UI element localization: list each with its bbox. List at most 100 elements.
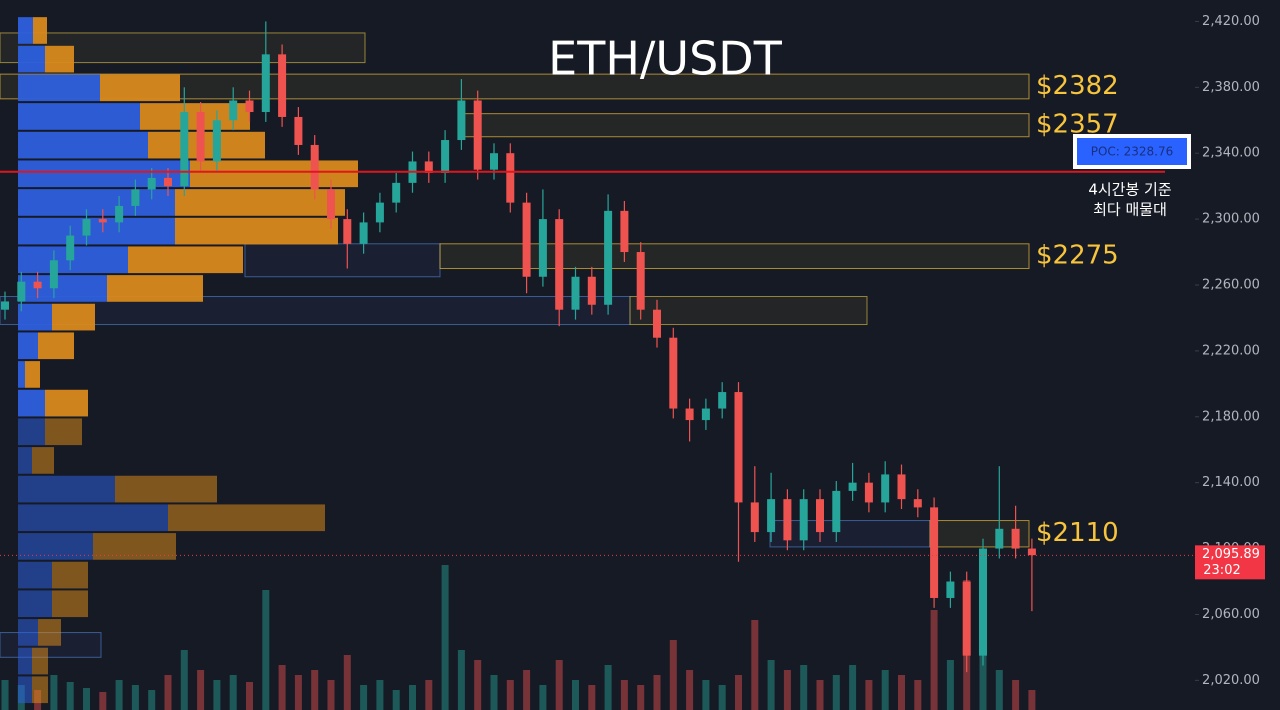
profile-sell	[52, 590, 88, 618]
volume-bar	[751, 620, 759, 710]
candle-body	[506, 153, 515, 203]
candle-body	[636, 252, 645, 310]
poc-box	[1077, 138, 1187, 165]
candle-body	[327, 189, 335, 220]
profile-buy	[18, 447, 32, 474]
profile-sell	[52, 561, 88, 589]
profile-sell	[148, 131, 265, 159]
candle-body	[979, 548, 987, 656]
volume-bar	[881, 670, 889, 710]
candle-body	[1027, 548, 1036, 556]
profile-buy	[18, 217, 175, 245]
volume-bar	[995, 670, 1003, 710]
candle-body	[864, 482, 873, 503]
annotation: 4시간봉 기준	[1088, 181, 1172, 199]
y-tick-label: 2,420.00	[1202, 14, 1260, 29]
volume-bar	[180, 650, 188, 710]
profile-sell	[93, 533, 176, 560]
volume-bar	[767, 660, 775, 710]
volume-bar	[392, 690, 400, 710]
candle-body	[669, 337, 678, 409]
candle-body	[473, 100, 482, 170]
candle-body	[832, 490, 841, 533]
volume-bar	[620, 680, 628, 710]
zone-label: $2110	[1036, 518, 1119, 548]
profile-buy	[18, 590, 52, 618]
volume-bar	[115, 680, 123, 710]
candle-body	[881, 474, 890, 503]
candle-body	[962, 581, 971, 656]
candle-body	[180, 112, 189, 187]
candle-body	[848, 482, 857, 491]
profile-sell	[38, 332, 74, 360]
profile-sell	[45, 418, 82, 446]
candle-body	[245, 100, 254, 113]
volume-bar	[99, 692, 107, 710]
candle-body	[229, 100, 238, 121]
volume-bar	[457, 650, 465, 710]
candle-body	[375, 202, 384, 223]
candle-body	[913, 499, 922, 508]
volume-bar	[653, 675, 661, 710]
candle-body	[392, 182, 401, 203]
volume-bar	[735, 675, 742, 710]
candle-body	[278, 54, 287, 117]
annotation: 최다 매물대	[1093, 201, 1167, 219]
volume-bar	[131, 685, 139, 710]
volume-bar	[441, 565, 449, 710]
profile-buy	[18, 303, 52, 331]
profile-buy	[18, 275, 107, 302]
y-tick-label: 2,180.00	[1202, 409, 1260, 424]
volume-bar	[197, 670, 205, 710]
range-box	[244, 243, 441, 278]
volume-bar	[506, 680, 514, 710]
volume-bar	[490, 675, 498, 710]
volume-bar	[66, 682, 74, 710]
volume-bar	[555, 660, 563, 710]
profile-sell	[52, 303, 95, 331]
y-tick-label: 2,140.00	[1202, 475, 1260, 490]
candle-body	[571, 276, 580, 310]
profile-buy	[18, 619, 38, 646]
candle-body	[66, 235, 75, 261]
candle-body	[441, 140, 450, 173]
candle-body	[685, 408, 694, 421]
volume-bar	[50, 675, 58, 710]
candle-body	[212, 120, 221, 162]
y-tick-label: 2,340.00	[1202, 146, 1260, 161]
candle-body	[604, 210, 613, 305]
y-tick-label: 2,220.00	[1202, 343, 1260, 358]
profile-buy	[18, 647, 32, 675]
profile-buy	[18, 45, 45, 73]
y-tick-label: 2,300.00	[1202, 212, 1260, 227]
volume-bar	[246, 682, 253, 710]
volume-bar	[946, 660, 954, 710]
poc-label: POC: 2328.76	[1091, 145, 1174, 159]
profile-sell	[100, 74, 180, 102]
volume-bar	[816, 680, 824, 710]
profile-sell	[175, 189, 345, 216]
profile-buy	[18, 74, 100, 102]
volume-bar	[523, 670, 531, 710]
candle-body	[261, 54, 270, 113]
candle-body	[587, 276, 596, 305]
volume-bar	[686, 670, 694, 710]
profile-buy	[18, 361, 25, 388]
zone-box	[439, 243, 1030, 270]
volume-bar	[588, 685, 596, 710]
candle-body	[897, 474, 906, 500]
profile-sell	[128, 246, 243, 274]
candle-body	[1011, 528, 1020, 549]
candle-body	[196, 112, 205, 162]
profile-buy	[18, 103, 140, 130]
profile-buy	[18, 189, 175, 216]
candle-body	[701, 408, 710, 421]
candle-body	[490, 153, 498, 170]
volume-bar	[148, 690, 156, 710]
profile-sell	[32, 647, 48, 675]
price-tag-time: 23:02	[1203, 563, 1240, 578]
volume-bar	[360, 685, 368, 710]
volume-bar	[425, 680, 433, 710]
candle-body	[98, 219, 107, 223]
